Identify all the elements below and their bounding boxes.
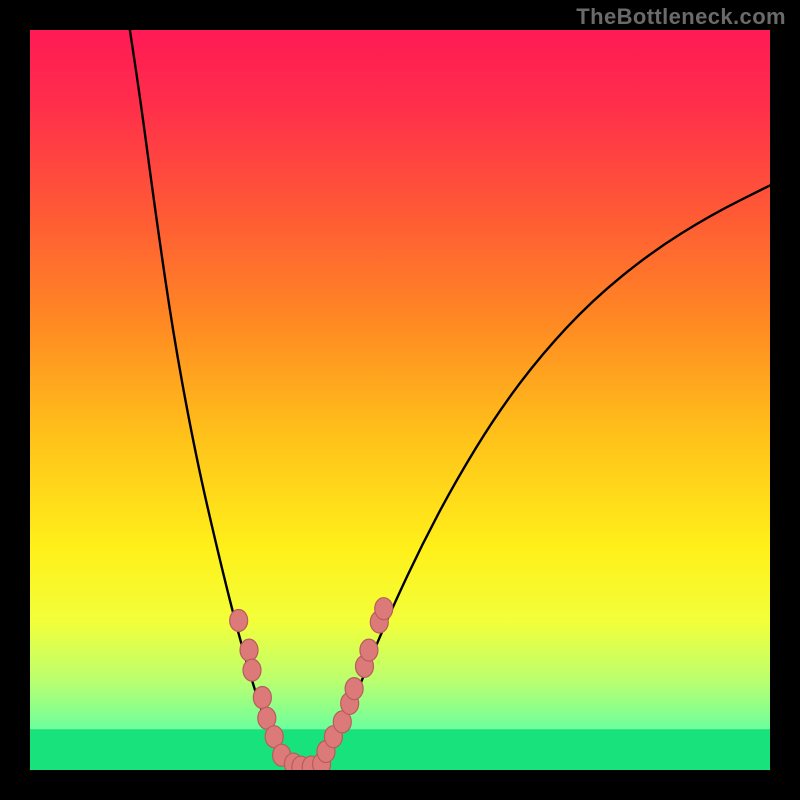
- gradient-background: [30, 30, 770, 770]
- sample-dot: [230, 610, 248, 632]
- sample-dot: [375, 598, 393, 620]
- sample-dot: [253, 686, 271, 708]
- optimal-band: [30, 729, 770, 770]
- bottleneck-chart: [30, 30, 770, 770]
- sample-dot: [243, 659, 261, 681]
- sample-dot: [240, 639, 258, 661]
- sample-dot: [345, 678, 363, 700]
- chart-frame: TheBottleneck.com: [0, 0, 800, 800]
- watermark-text: TheBottleneck.com: [576, 4, 786, 30]
- plot-area: [30, 30, 770, 770]
- sample-dot: [360, 639, 378, 661]
